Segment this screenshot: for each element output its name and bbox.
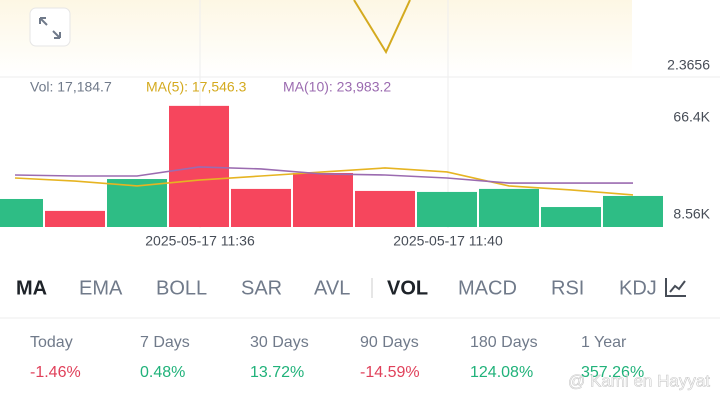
ma10-legend: MA(10): 23,983.2: [283, 79, 391, 95]
indicator-tab[interactable]: AVL: [314, 277, 350, 299]
period-change: 357.26%: [581, 364, 644, 381]
indicator-tab[interactable]: KDJ: [619, 277, 657, 299]
volume-bar: [231, 188, 291, 227]
period-change: -14.59%: [360, 364, 420, 381]
y-tick-label: 66.4K: [673, 109, 710, 125]
volume-bar: [293, 172, 353, 227]
indicator-tab[interactable]: MA: [16, 277, 47, 299]
ma5-legend: MA(5): 17,546.3: [146, 79, 247, 95]
time-label: 2025-05-17 11:36: [145, 233, 255, 249]
ma-line: [14, 167, 634, 196]
indicator-tab[interactable]: EMA: [79, 277, 123, 299]
indicator-tab[interactable]: VOL: [387, 277, 428, 299]
period-label: 90 Days: [360, 334, 419, 351]
indicator-tab[interactable]: MACD: [458, 277, 517, 299]
ma-line: [14, 166, 633, 184]
period-label: 30 Days: [250, 334, 309, 351]
chart-settings-icon[interactable]: [665, 278, 686, 297]
period-change: 13.72%: [250, 364, 304, 381]
period-label: Today: [30, 334, 73, 351]
price-line: [353, 0, 411, 55]
volume-bar: [107, 179, 167, 227]
y-tick-label: 8.56K: [673, 206, 710, 222]
watermark: @ Kami en Hayyat: [568, 371, 710, 390]
time-label: 2025-05-17 11:40: [393, 233, 503, 249]
volume-bar: [603, 195, 663, 227]
volume-bar: [355, 190, 415, 227]
indicator-tab[interactable]: RSI: [551, 277, 584, 299]
period-label: 180 Days: [470, 334, 538, 351]
price-axis-label: 2.3656: [667, 57, 710, 73]
vol-legend: Vol: 17,184.7: [30, 79, 112, 95]
price-area: [0, 0, 632, 75]
volume-bar: [417, 191, 477, 227]
indicator-tab[interactable]: BOLL: [156, 277, 207, 299]
volume-bar: [45, 210, 105, 227]
volume-bar: [0, 198, 43, 227]
volume-bar: [541, 207, 601, 227]
period-change: 0.48%: [140, 364, 185, 381]
indicator-tab[interactable]: SAR: [241, 277, 282, 299]
period-label: 1 Year: [581, 334, 627, 351]
period-label: 7 Days: [140, 334, 190, 351]
period-change: 124.08%: [470, 364, 533, 381]
period-change: -1.46%: [30, 364, 81, 381]
expand-button[interactable]: [29, 7, 71, 47]
volume-bar: [479, 188, 539, 227]
